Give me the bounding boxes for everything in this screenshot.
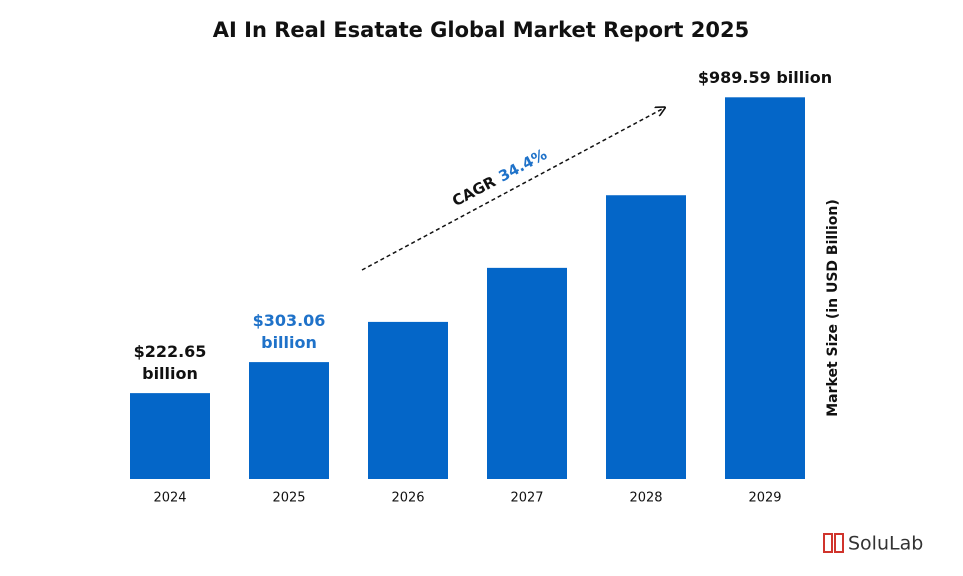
logo-icon: [834, 533, 844, 553]
logo-icon: [823, 533, 833, 553]
bar: [487, 267, 567, 479]
cagr-value: 34.4%: [496, 145, 550, 185]
x-tick-label: 2026: [391, 491, 424, 506]
y-axis-label: Market Size (in USD Billion): [825, 199, 841, 417]
value-label: $222.65 billion: [133, 342, 207, 384]
logo: SoluLab: [823, 533, 923, 555]
cagr-annotation: CAGR 34.4%: [449, 145, 550, 210]
cagr-arrow: [361, 108, 664, 271]
bar: [368, 321, 448, 479]
x-tick-label: 2027: [510, 491, 543, 506]
value-label: $989.59 billion: [697, 68, 833, 88]
x-tick-label: 2029: [748, 491, 781, 506]
bar: [249, 362, 329, 479]
x-tick-label: 2025: [272, 491, 305, 506]
bar: [725, 97, 805, 480]
brand: SoluLab: [848, 533, 923, 555]
x-tick-label: 2024: [153, 491, 186, 506]
bar: [606, 195, 686, 480]
value-label: $303.06 billion: [252, 311, 326, 353]
cagr-label: CAGR: [449, 172, 499, 210]
x-tick-label: 2028: [629, 491, 662, 506]
bar: [130, 393, 210, 479]
chart-title: AI In Real Esatate Global Market Report …: [213, 18, 749, 42]
